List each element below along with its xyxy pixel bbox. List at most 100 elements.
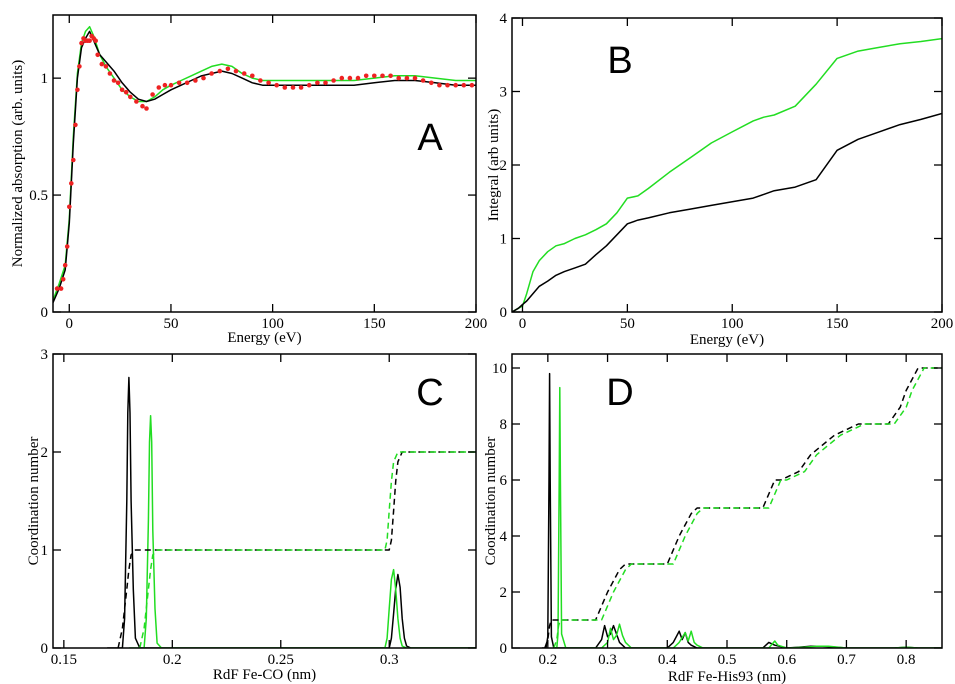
panel-d-x-tick-label: 0.4 xyxy=(658,652,677,668)
panel-b-y-tick-label: 2 xyxy=(500,158,508,174)
panel-a-data-point xyxy=(107,71,113,76)
panel-d-x-tick-label: 0.6 xyxy=(777,652,796,668)
panel-a-data-point xyxy=(266,80,271,86)
panel-d-y-tick-label: 8 xyxy=(500,417,508,433)
panel-d-x-tick-label: 0.2 xyxy=(538,652,557,668)
panel-c: 0.15 0.2 0.25 0.3 0 1 2 3 RdF Fe-CO (nm) Coordina… xyxy=(26,347,477,683)
panel-d-x-tick-label: 0.5 xyxy=(718,652,737,668)
panel-a-data-point xyxy=(372,73,377,79)
panel-a-data-point xyxy=(290,85,296,90)
panel-a-data-point xyxy=(306,82,312,88)
panel-b-x-tick-label: 0 xyxy=(519,316,527,332)
panel-a-data-point xyxy=(209,71,214,76)
panel-c-series-1-line xyxy=(128,414,476,648)
panel-a-data-point xyxy=(217,68,223,74)
panel-a-data-point xyxy=(123,89,129,95)
panel-d-x-tick-label: 0.3 xyxy=(598,652,617,668)
panel-a-data-point xyxy=(396,75,402,81)
panel-a-data-point xyxy=(339,75,345,81)
panel-a-data-point xyxy=(274,82,280,88)
panel-a-data-point xyxy=(184,80,190,86)
panel-a-y-tick-label: 1 xyxy=(41,71,49,87)
panel-d-y-tick-label: 0 xyxy=(500,641,508,657)
panel-b-series-1-line xyxy=(512,112,942,312)
panel-a-data-point xyxy=(134,99,139,104)
panel-d-y-tick-label: 6 xyxy=(500,473,508,489)
panel-c-y-tick-label: 1 xyxy=(41,543,49,559)
panel-a-data-point xyxy=(58,286,64,291)
panel-a-data-point xyxy=(469,82,475,88)
panel-a-data-point xyxy=(54,286,60,291)
panel-a-data-point xyxy=(355,75,361,81)
panel-b-x-tick-label: 200 xyxy=(931,316,954,332)
panel-a-data-point xyxy=(233,68,239,74)
panel-b-y-tick-label: 3 xyxy=(500,85,508,101)
panel-b-x-tick-label: 150 xyxy=(826,316,849,332)
panel-a-x-tick-label: 100 xyxy=(261,316,284,332)
panel-a-data-point xyxy=(162,82,168,88)
panel-a-data-point xyxy=(93,38,98,43)
panel-a-y-axis-label: Normalized absorption (arb. units) xyxy=(10,60,26,267)
panel-c-y-tick-label: 3 xyxy=(41,347,49,363)
panel-a-data-point xyxy=(69,181,74,186)
panel-c-x-tick-label: 0.25 xyxy=(268,652,294,668)
panel-d-series-3-line xyxy=(553,367,942,648)
panel-a-data-point xyxy=(315,80,320,86)
panel-a-data-point xyxy=(201,75,206,81)
panel-a-data-point xyxy=(60,277,66,282)
panel-d-x-axis-label: RdF Fe-His93 (nm) xyxy=(668,669,786,684)
panel-a-data-point xyxy=(437,82,442,88)
panel-c-series-0-line xyxy=(107,376,476,648)
panel-b-series-0-line xyxy=(512,37,942,312)
panel-a-data-point xyxy=(453,82,459,88)
panel-d-x-tick-label: 0.8 xyxy=(897,652,916,668)
panel-a-data-point xyxy=(95,52,100,58)
panel-c-x-axis-label: RdF Fe-CO (nm) xyxy=(213,667,316,683)
panel-c-x-tick-label: 0.3 xyxy=(380,652,399,668)
panel-a-data-point xyxy=(75,87,80,93)
panel-a-data-point xyxy=(103,64,109,69)
panel-a-data-point xyxy=(62,262,68,268)
panel-b-x-tick-label: 100 xyxy=(721,316,744,332)
panel-d-series-1-line xyxy=(553,386,942,648)
panel-d-y-tick-label: 2 xyxy=(500,585,508,601)
panel-d-letter: D xyxy=(606,372,633,414)
panel-d-y-tick-label: 10 xyxy=(492,361,507,377)
panel-c-series-group xyxy=(107,376,476,648)
panel-a-data-point xyxy=(225,66,231,72)
panel-a-x-tick-label: 50 xyxy=(163,316,178,332)
panel-a-data-point xyxy=(241,71,247,76)
panel-a-data-point xyxy=(176,80,182,86)
panel-a-series-group xyxy=(53,25,476,303)
panel-a-data-point xyxy=(331,78,336,83)
panel-a-data-point xyxy=(388,73,393,79)
panel-a-data-point xyxy=(71,157,76,163)
panel-c-y-tick-label: 2 xyxy=(41,445,49,461)
panel-b-y-tick-label: 1 xyxy=(500,232,508,248)
panel-a-x-axis-label: Energy (eV) xyxy=(227,330,301,346)
panel-a-data-point xyxy=(347,75,353,81)
panel-a-data-point xyxy=(193,78,198,83)
panel-a-data-point xyxy=(429,80,434,86)
panel-a-data-point xyxy=(111,78,117,83)
panel-a-data-point xyxy=(73,122,78,128)
panel-d: 0.2 0.3 0.4 0.5 0.6 0.7 0.8 0 2 4 6 8 10 RdF Fe-His93… xyxy=(483,353,943,684)
panel-a-data-point xyxy=(420,78,426,83)
panel-d-y-tick-label: 4 xyxy=(500,529,508,545)
panel-a-plot-frame xyxy=(52,14,477,313)
panel-a-data-point xyxy=(282,85,288,90)
panel-a-data-point xyxy=(258,78,263,83)
panel-a-series-1-line xyxy=(53,30,476,303)
panel-a-x-tick-label: 150 xyxy=(363,316,386,332)
panel-b-x-axis-label: Energy (eV) xyxy=(690,332,764,348)
panel-c-series-2-line xyxy=(117,451,476,648)
panel-a-data-point xyxy=(140,103,145,109)
panel-a-data-point xyxy=(77,64,82,69)
panel-b-letter: B xyxy=(607,40,632,82)
panel-a-y-tick-label: 0.5 xyxy=(29,188,48,204)
panel-a-data-point xyxy=(323,80,328,86)
panel-a-data-point xyxy=(461,82,467,88)
panel-d-series-group xyxy=(541,367,942,648)
panel-a-series-0-line xyxy=(53,25,476,301)
